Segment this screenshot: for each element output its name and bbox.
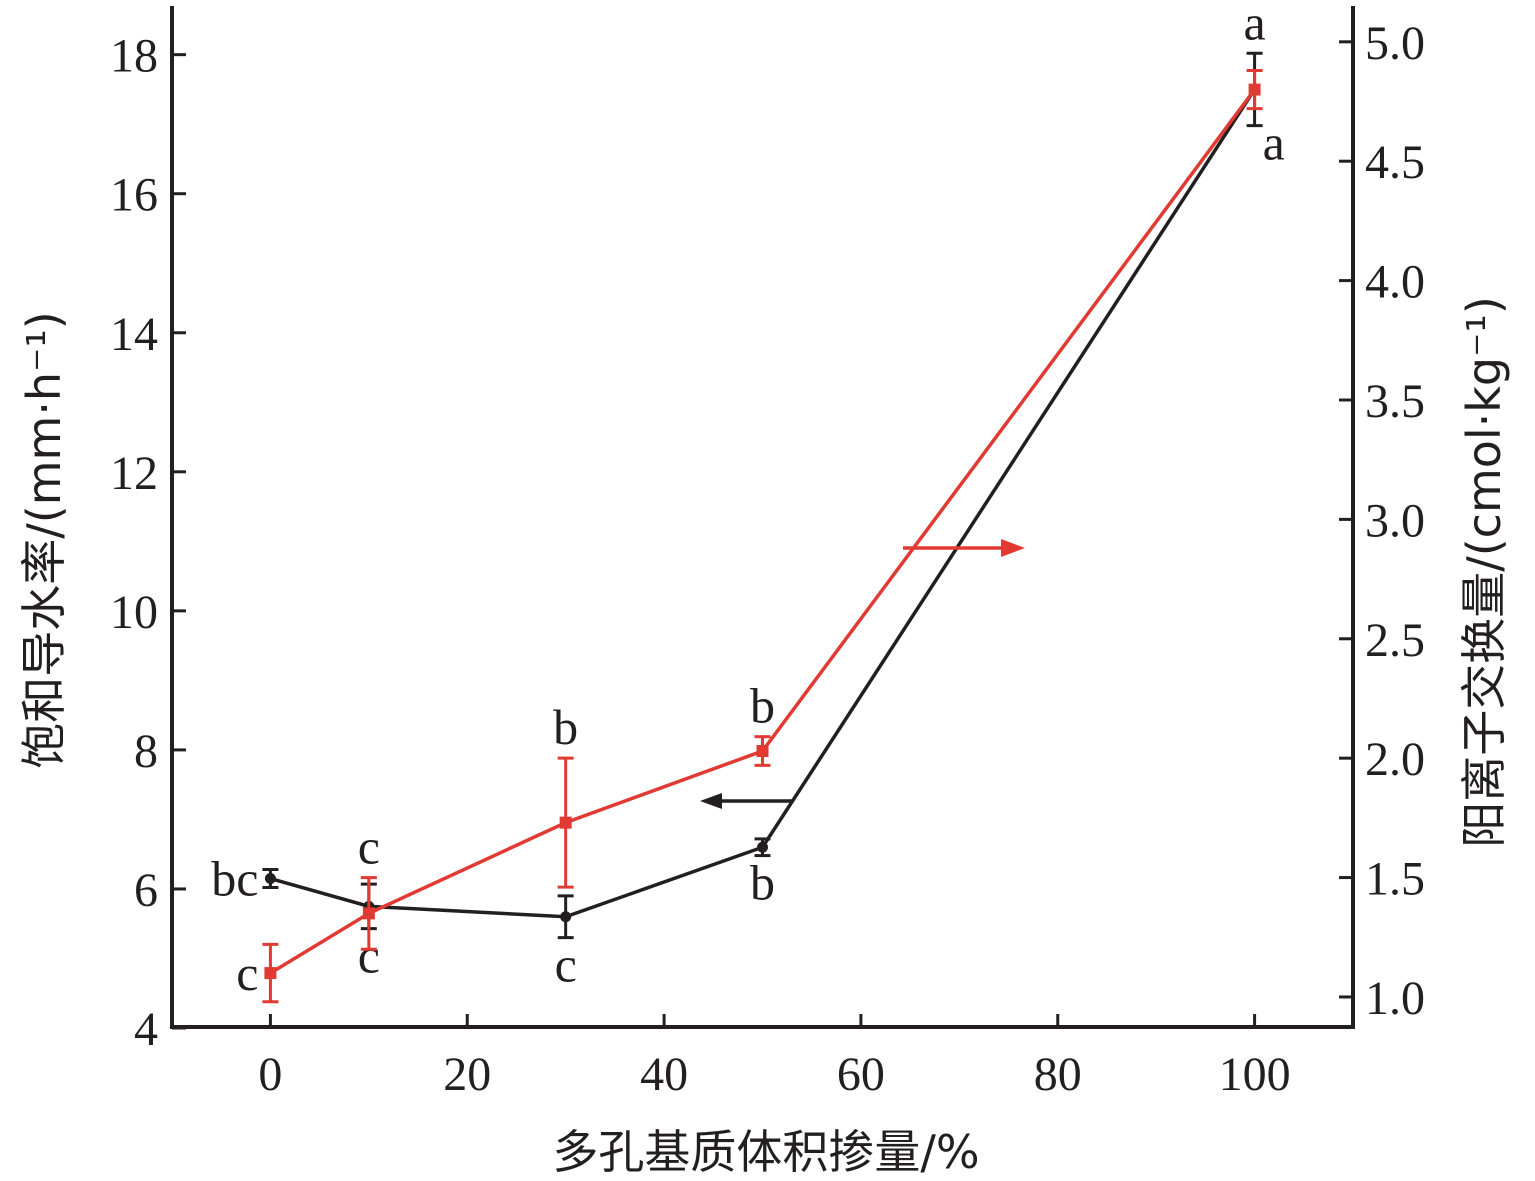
right-y-axis-ticks: 1.0 1.5 2.0 2.5 3.0 3.5 4.0 4.5 5.0 (1339, 17, 1425, 1025)
left-y-axis-ticks: 4 6 8 10 12 14 16 18 (110, 30, 186, 1056)
right-y-tick-label: 4.5 (1365, 136, 1425, 189)
left-y-tick-label: 12 (110, 447, 158, 500)
significance-label: bc (211, 851, 258, 907)
significance-label: a (1263, 115, 1285, 171)
right-y-tick-label: 2.0 (1365, 733, 1425, 786)
right-y-tick-label: 3.0 (1365, 494, 1425, 547)
data-point (264, 873, 276, 885)
x-axis-ticks: 0 20 40 60 80 100 (258, 1014, 1291, 1101)
right-y-tick-label: 1.0 (1365, 972, 1425, 1025)
left-y-tick-label: 4 (134, 1003, 158, 1056)
x-tick-label: 60 (837, 1048, 885, 1101)
significance-label: b (750, 678, 775, 734)
significance-label: a (1243, 0, 1265, 50)
left-y-tick-label: 16 (110, 169, 158, 222)
significance-label: c (236, 945, 258, 1001)
right-y-tick-label: 1.5 (1365, 853, 1425, 906)
x-tick-label: 40 (640, 1048, 688, 1101)
data-point (1248, 83, 1261, 96)
left-y-tick-label: 18 (110, 30, 158, 83)
left-y-tick-label: 10 (110, 586, 158, 639)
data-point (362, 907, 375, 920)
x-axis-title: 多孔基质体积掺量/% (552, 1125, 979, 1179)
axes (170, 6, 1355, 1029)
right-y-tick-label: 2.5 (1365, 614, 1425, 667)
annotations (700, 539, 1025, 809)
right-y-tick-label: 3.5 (1365, 375, 1425, 428)
significance-label: c (555, 937, 577, 993)
left-y-axis-title: 饱和导水率/(mm·h⁻¹) (17, 311, 71, 769)
left-y-tick-label: 8 (134, 725, 158, 778)
right-y-tick-label: 4.0 (1365, 256, 1425, 309)
left-axis-indicator-arrowhead (700, 793, 722, 809)
data-point (756, 745, 769, 758)
data-point (757, 841, 768, 853)
series-line (269, 88, 1257, 919)
significance-label: c (358, 928, 380, 984)
data-point (264, 967, 277, 980)
left-y-tick-label: 14 (110, 308, 158, 361)
data-point (559, 816, 572, 829)
left-y-tick-label: 6 (134, 864, 158, 917)
x-tick-label: 80 (1034, 1048, 1082, 1101)
x-tick-label: 20 (443, 1048, 491, 1101)
significance-label: b (750, 855, 775, 911)
x-tick-label: 0 (258, 1048, 282, 1101)
right-axis-indicator-arrowhead (1001, 539, 1025, 557)
significance-label: b (553, 699, 578, 755)
right-y-axis-title: 阳离子交换量/(cmol·kg⁻¹) (1457, 296, 1511, 848)
data-point (560, 911, 572, 923)
right-y-tick-label: 5.0 (1365, 17, 1425, 70)
cation-exchange-series: ccb ba (236, 68, 1285, 1004)
x-tick-label: 100 (1219, 1048, 1291, 1101)
significance-label: c (358, 819, 380, 875)
